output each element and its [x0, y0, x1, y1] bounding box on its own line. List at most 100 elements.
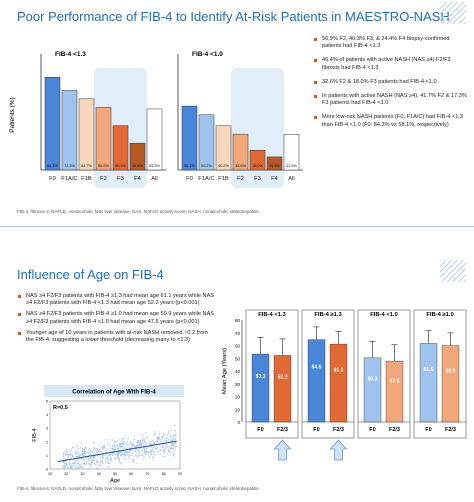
scatter-point — [77, 447, 79, 450]
scatter-point — [69, 462, 71, 465]
scatter-point — [153, 453, 155, 456]
scatter-point — [130, 449, 132, 452]
scatter-point — [146, 437, 148, 439]
scatter-point — [144, 450, 146, 453]
bar — [283, 134, 300, 171]
scatter-point — [160, 438, 162, 440]
scatter-point — [119, 453, 121, 455]
scatter-point — [132, 460, 135, 462]
scatter-point — [75, 445, 78, 448]
x-tick-label: F0 — [425, 427, 431, 433]
scatter-point — [69, 455, 72, 457]
scatter-point — [75, 459, 77, 462]
scatter-point — [141, 441, 143, 443]
bar — [249, 149, 266, 171]
scatter-point — [174, 441, 176, 444]
scatter-point — [125, 455, 127, 457]
bar — [232, 133, 249, 171]
scatter-point — [70, 454, 72, 456]
scatter-point — [145, 432, 148, 434]
scatter-point — [121, 445, 123, 448]
scatter-point — [144, 448, 146, 451]
scatter-point — [78, 453, 80, 456]
scatter-point — [163, 434, 165, 437]
x-tick-label: F1B — [81, 176, 92, 182]
scatter-point — [99, 464, 101, 466]
scatter-point — [98, 460, 100, 462]
scatter-point — [133, 455, 135, 457]
scatter-title: Correlation of Age With FIB-4 — [72, 390, 156, 396]
scatter-point — [120, 447, 123, 449]
scatter-point — [107, 444, 110, 446]
scatter-point — [161, 436, 163, 438]
scatter-point — [111, 448, 114, 450]
scatter-point — [98, 455, 101, 457]
panel-frame — [413, 309, 467, 439]
scatter-point — [70, 449, 72, 452]
scatter-point — [114, 458, 116, 460]
scatter-point — [75, 455, 78, 458]
scatter-point — [149, 440, 152, 443]
x-tick-label: 50 — [113, 472, 117, 476]
panel-title: FIB-4 <1.3 — [55, 51, 86, 58]
scatter-point — [156, 446, 159, 449]
scatter-point — [163, 439, 166, 441]
scatter-point — [66, 451, 68, 453]
scatter-point — [145, 441, 148, 444]
scatter-point — [100, 447, 102, 449]
scatter-point — [92, 455, 94, 458]
scatter-point — [107, 457, 110, 459]
bar-value-label: 84.3% — [47, 164, 58, 168]
scatter-point — [152, 450, 154, 453]
scatter-point — [87, 449, 90, 451]
scatter-point — [97, 450, 100, 452]
scatter-point — [82, 454, 84, 457]
bar-value-label: 40.2% — [218, 164, 229, 168]
scatter-point — [130, 444, 133, 446]
scatter-point — [171, 445, 173, 447]
scatter-point — [88, 459, 90, 462]
scatter-point — [168, 450, 170, 452]
scatter-point — [172, 453, 175, 456]
scatter-point — [111, 452, 114, 454]
scatter-point — [81, 447, 84, 450]
scatter-point — [173, 450, 176, 452]
scatter-point — [109, 457, 112, 460]
y-tick-label: 4 — [46, 413, 48, 417]
scatter-point — [167, 438, 170, 441]
scatter-point — [143, 438, 145, 441]
x-tick-label: F3 — [254, 176, 261, 182]
scatter-point — [81, 450, 84, 452]
scatter-point — [126, 440, 129, 443]
x-tick-label: F1A/C — [198, 176, 214, 182]
scatter-point — [122, 455, 124, 457]
scatter-point — [138, 441, 141, 443]
scatter-point — [81, 466, 83, 468]
y-tick-label: 70 — [235, 331, 241, 336]
scatter-point — [147, 451, 150, 454]
scatter-point — [80, 442, 83, 444]
scatter-point — [78, 465, 81, 467]
scatter-point — [113, 448, 116, 450]
scatter-point — [130, 446, 133, 448]
scatter-point — [121, 443, 123, 445]
scatter-point — [164, 448, 166, 450]
bar — [78, 98, 95, 171]
scatter-point — [156, 436, 159, 439]
scatter-point — [159, 453, 161, 455]
slide1-bullet-list: 56.9% F2, 40.3% F3, & 24.4% F4 biopsy-co… — [313, 36, 469, 136]
scatter-point — [81, 452, 83, 454]
scatter-point — [142, 454, 144, 456]
scatter-point — [77, 460, 80, 463]
scatter-point — [96, 461, 98, 463]
scatter-point — [107, 459, 109, 462]
scatter-point — [125, 435, 127, 437]
bar-value-label: 59.9 — [446, 368, 456, 374]
scatter-point — [127, 437, 130, 440]
scatter-point — [98, 449, 101, 451]
scatter-point — [146, 435, 148, 437]
panel-title: FIB-4 ≥1.0 — [426, 312, 453, 318]
scatter-point — [64, 465, 66, 468]
scatter-point — [82, 452, 84, 455]
scatter-point — [145, 447, 147, 449]
